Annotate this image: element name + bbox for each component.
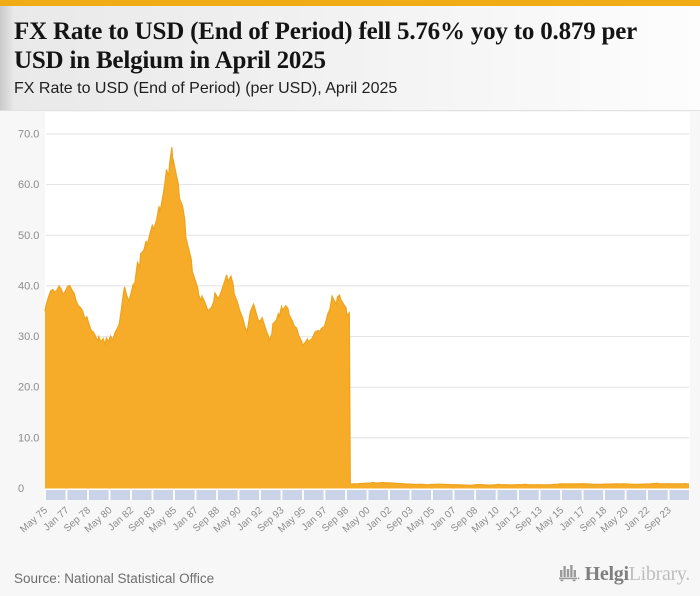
helgi-library-logo: Helgi Library. xyxy=(558,561,691,588)
svg-text:60.0: 60.0 xyxy=(18,179,39,191)
source-label: Source: National Statistical Office xyxy=(14,571,215,586)
chart-area: 0 10.0 20.0 30.0 40.0 50.0 60.0 70.0 May 75 Jan 7… xyxy=(0,111,700,556)
header: FX Rate to USD (End of Period) fell 5.76… xyxy=(0,6,700,111)
page-title: FX Rate to USD (End of Period) fell 5.76… xyxy=(14,18,637,74)
x-tick-band xyxy=(44,490,689,500)
svg-text:30.0: 30.0 xyxy=(18,331,39,343)
brand-suffix: Library. xyxy=(628,563,691,585)
area-series xyxy=(44,147,690,489)
svg-text:70.0: 70.0 xyxy=(18,129,39,141)
svg-text:50.0: 50.0 xyxy=(18,230,39,242)
chart-bars-icon xyxy=(558,561,580,588)
svg-text:10.0: 10.0 xyxy=(18,432,39,444)
brand-name: Helgi xyxy=(584,563,629,585)
page-subtitle: FX Rate to USD (End of Period) (per USD)… xyxy=(14,80,398,97)
footer: Source: National Statistical Office xyxy=(0,556,700,596)
svg-text:0: 0 xyxy=(18,483,24,495)
svg-text:20.0: 20.0 xyxy=(18,382,39,394)
svg-text:40.0: 40.0 xyxy=(18,280,39,292)
accent-topbar xyxy=(0,0,700,6)
y-axis-labels: 0 10.0 20.0 30.0 40.0 50.0 60.0 70.0 xyxy=(18,129,39,496)
